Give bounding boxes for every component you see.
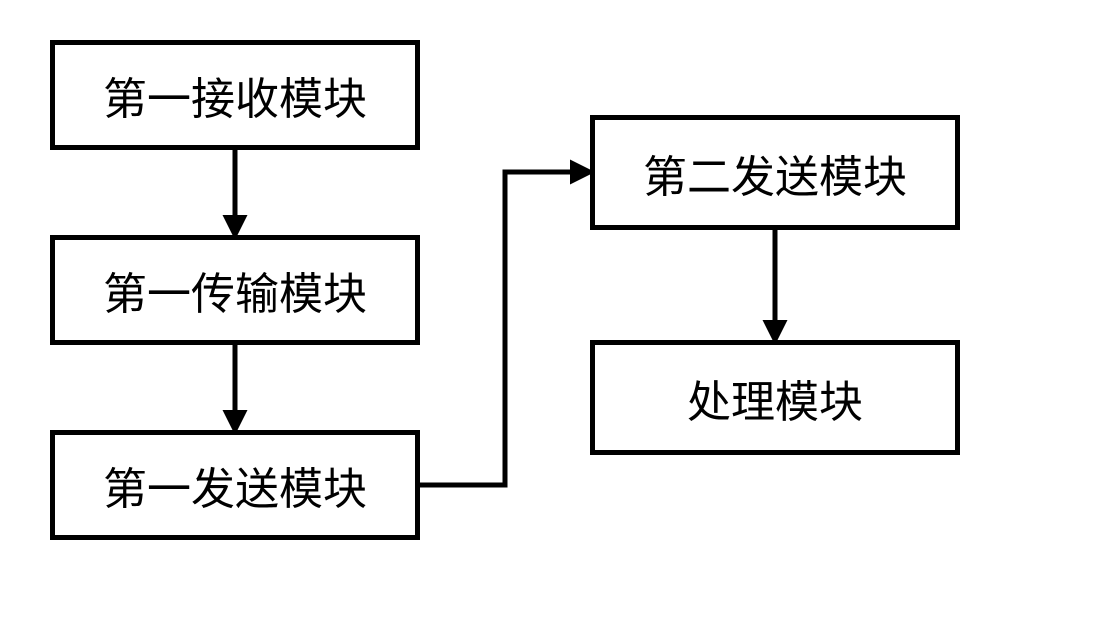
flowchart-canvas: 第一接收模块第一传输模块第一发送模块 第二发送模块处理模块 bbox=[0, 0, 1096, 632]
flow-node-label: 第一发送模块 bbox=[103, 453, 367, 517]
flow-node-label: 第二发送模块 bbox=[643, 141, 907, 205]
edge-n3-n4 bbox=[420, 172, 590, 485]
flow-node-label: 第一接收模块 bbox=[103, 63, 367, 127]
flow-node-n4: 第二发送模块 bbox=[590, 115, 960, 230]
flow-node-label: 处理模块 bbox=[687, 366, 863, 430]
flow-node-n1: 第一接收模块 bbox=[50, 40, 420, 150]
flow-node-n2: 第一传输模块 bbox=[50, 235, 420, 345]
flow-node-n5: 处理模块 bbox=[590, 340, 960, 455]
flow-node-label: 第一传输模块 bbox=[103, 258, 367, 322]
flow-node-n3: 第一发送模块 bbox=[50, 430, 420, 540]
